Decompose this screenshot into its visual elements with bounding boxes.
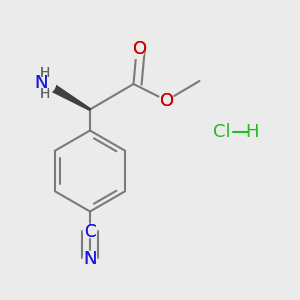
Text: H: H xyxy=(40,88,50,101)
Text: C: C xyxy=(84,223,96,241)
Text: H: H xyxy=(245,123,259,141)
Text: N: N xyxy=(34,74,47,92)
Text: N: N xyxy=(83,250,97,268)
Polygon shape xyxy=(44,80,91,110)
Circle shape xyxy=(129,44,144,59)
Text: O: O xyxy=(133,40,148,58)
Circle shape xyxy=(83,251,97,265)
Text: O: O xyxy=(160,92,175,110)
Text: H: H xyxy=(40,66,50,80)
Text: O: O xyxy=(133,40,148,58)
Text: Cl: Cl xyxy=(213,123,231,141)
Text: O: O xyxy=(160,92,175,110)
Text: H: H xyxy=(40,66,50,80)
Text: H: H xyxy=(40,88,50,101)
Text: N: N xyxy=(34,74,47,92)
Circle shape xyxy=(159,93,174,108)
Circle shape xyxy=(83,224,97,238)
Text: N: N xyxy=(83,250,97,268)
Circle shape xyxy=(38,75,56,93)
Text: C: C xyxy=(84,223,96,241)
